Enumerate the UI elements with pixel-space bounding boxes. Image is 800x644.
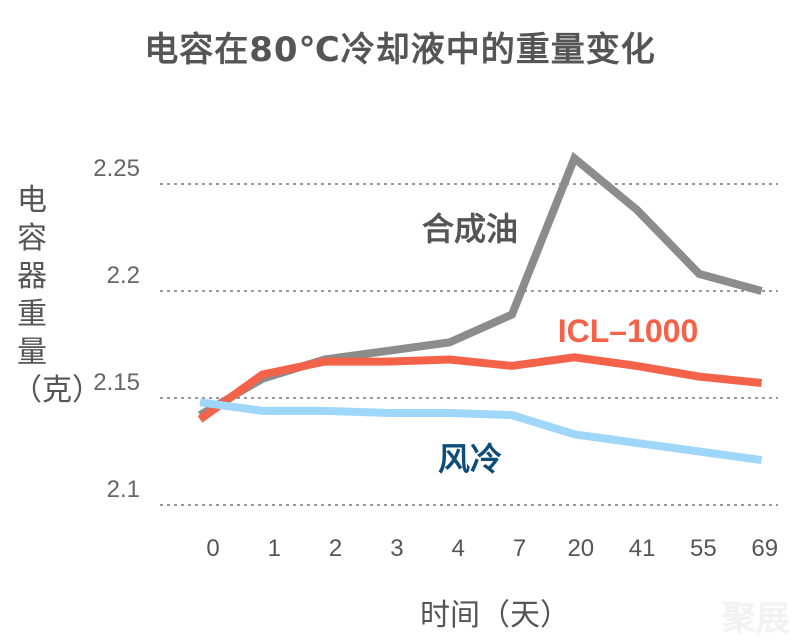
series-label: ICL–1000: [558, 313, 699, 349]
watermark: 聚展: [722, 599, 790, 639]
series-label: 风冷: [438, 441, 502, 477]
chart-title: 电容在80℃冷却液中的重量变化: [144, 30, 656, 70]
x-tick-label: 7: [513, 535, 526, 562]
series-line: [197, 353, 763, 423]
x-tick-label: 41: [629, 535, 656, 562]
y-tick-label: 2.15: [93, 369, 140, 396]
series-label: 合成油: [422, 211, 518, 247]
x-tick-label: 20: [567, 535, 594, 562]
y-tick-label: 2.25: [93, 155, 140, 182]
series-line: [199, 398, 763, 465]
x-tick-label: 2: [329, 535, 342, 562]
x-tick-label: 55: [690, 535, 717, 562]
x-tick-label: 1: [268, 535, 281, 562]
y-tick-label: 2.2: [107, 262, 140, 289]
x-axis-label: 时间（天）: [420, 598, 570, 633]
x-tick-label: 69: [751, 535, 778, 562]
y-tick-label: 2.1: [107, 476, 140, 503]
x-tick-label: 4: [452, 535, 465, 562]
x-tick-label: 3: [390, 535, 403, 562]
x-tick-label: 0: [206, 535, 219, 562]
